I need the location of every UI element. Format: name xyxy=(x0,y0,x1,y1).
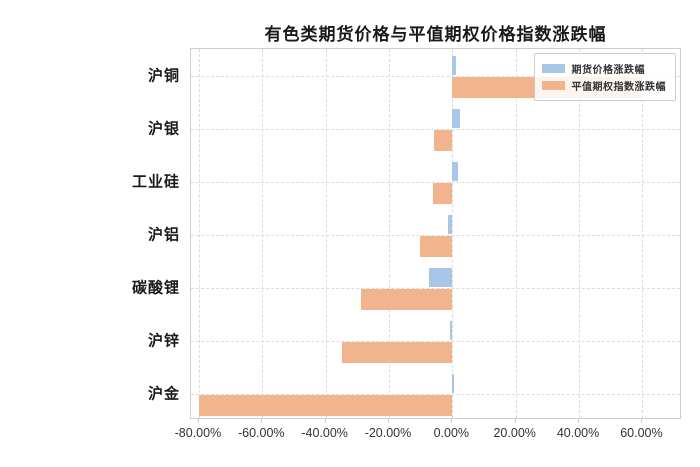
futures-series-swatch xyxy=(541,64,565,73)
x-tick-label: -20.00% xyxy=(364,426,412,440)
y-gridline xyxy=(191,393,680,395)
legend-item-option: 平值期权指数涨跌幅 xyxy=(541,78,667,93)
futures-bar-7 xyxy=(452,373,454,393)
x-tick-mark xyxy=(578,419,580,423)
x-gridline xyxy=(579,49,581,418)
y-gridline xyxy=(191,181,680,183)
x-tick-mark xyxy=(261,419,263,423)
y-category-label: 沪银 xyxy=(147,120,180,137)
chart-title: 有色类期货价格与平值期权价格指数涨跌幅 xyxy=(264,25,607,44)
x-tick-label: 0.00% xyxy=(433,426,470,440)
y-gridline xyxy=(191,128,680,130)
legend-label: 期货价格涨跌幅 xyxy=(571,65,645,76)
x-tick-mark xyxy=(197,419,199,423)
x-tick-label: -80.00% xyxy=(174,426,222,440)
y-gridline xyxy=(191,287,680,289)
option-bar-3 xyxy=(432,182,453,204)
futures-bar-4 xyxy=(447,214,453,234)
y-category-label: 碳酸锂 xyxy=(131,279,180,296)
y-gridline xyxy=(191,340,680,342)
option-series-swatch xyxy=(541,81,565,90)
x-gridline xyxy=(325,49,327,418)
futures-bar-6 xyxy=(449,320,453,340)
x-gridline xyxy=(452,49,454,418)
x-tick-label: 20.00% xyxy=(493,426,536,440)
y-gridline xyxy=(191,234,680,236)
legend: 期货价格涨跌幅 平值期权指数涨跌幅 xyxy=(533,53,676,101)
x-tick-label: -60.00% xyxy=(237,426,285,440)
x-gridline xyxy=(262,49,264,418)
x-tick-label: -40.00% xyxy=(301,426,348,440)
option-bar-7 xyxy=(198,394,453,416)
futures-bar-2 xyxy=(452,108,460,128)
x-gridline xyxy=(198,49,200,418)
futures-bar-1 xyxy=(452,55,457,75)
x-gridline xyxy=(642,49,644,418)
x-tick-mark xyxy=(387,419,389,423)
y-gridline xyxy=(191,75,680,77)
x-tick-label: 40.00% xyxy=(556,426,600,440)
y-category-label: 沪铝 xyxy=(147,226,180,243)
y-category-label: 工业硅 xyxy=(131,173,180,190)
option-bar-4 xyxy=(420,235,453,257)
legend-item-futures: 期货价格涨跌幅 xyxy=(541,61,667,76)
option-bar-2 xyxy=(433,129,453,151)
x-tick-mark xyxy=(641,419,643,423)
x-gridline xyxy=(515,49,517,418)
futures-bar-3 xyxy=(452,161,458,181)
futures-bar-5 xyxy=(428,267,453,287)
plot-area xyxy=(190,48,681,419)
y-category-label: 沪铜 xyxy=(147,67,180,84)
x-tick-label: 60.00% xyxy=(620,426,663,440)
x-tick-mark xyxy=(451,419,453,423)
x-gridline xyxy=(388,49,390,418)
legend-label: 平值期权指数涨跌幅 xyxy=(571,82,666,93)
x-tick-mark xyxy=(514,419,516,423)
x-tick-mark xyxy=(324,419,326,423)
option-bar-5 xyxy=(360,288,453,310)
y-category-label: 沪锌 xyxy=(147,332,180,349)
y-category-label: 沪金 xyxy=(147,385,180,402)
option-bar-6 xyxy=(342,341,453,363)
